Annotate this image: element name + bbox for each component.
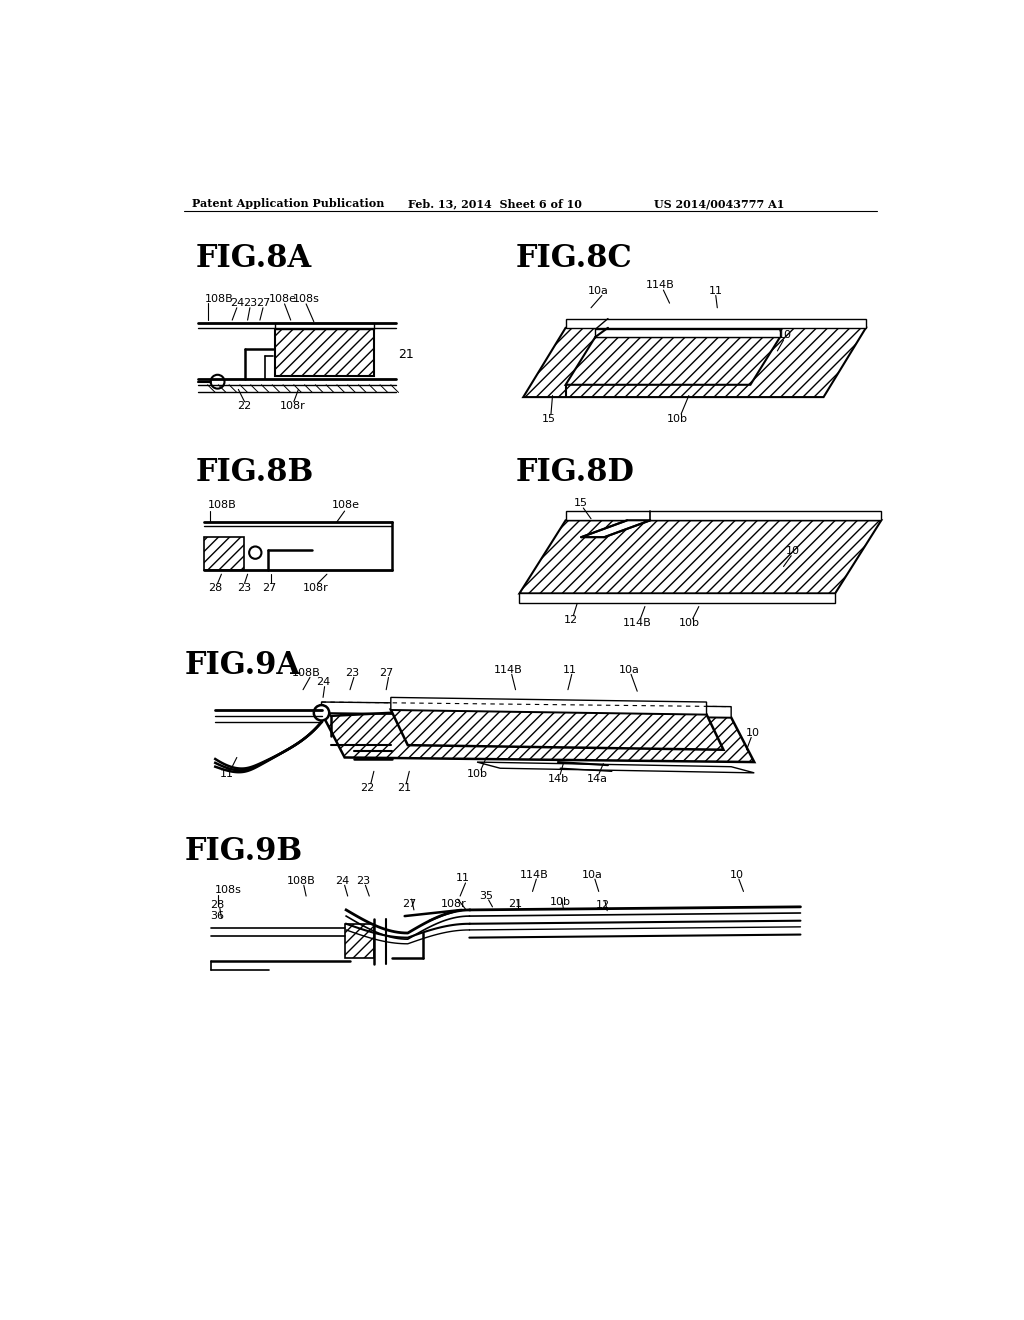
Text: 108B: 108B: [292, 668, 321, 677]
Text: 10a: 10a: [582, 870, 603, 879]
Text: 108e: 108e: [332, 500, 360, 510]
Text: 108r: 108r: [302, 583, 329, 593]
Text: 108s: 108s: [215, 884, 242, 895]
Polygon shape: [519, 520, 882, 594]
Text: 108B: 108B: [287, 875, 315, 886]
Text: 21: 21: [398, 348, 414, 362]
Text: 114B: 114B: [494, 665, 522, 675]
Text: 21: 21: [509, 899, 522, 908]
Text: 35: 35: [479, 891, 494, 902]
Text: 12: 12: [596, 900, 610, 911]
Bar: [275, 330, 374, 376]
Polygon shape: [477, 762, 755, 774]
Text: FIG.9A: FIG.9A: [184, 649, 300, 681]
Text: 23: 23: [243, 298, 257, 308]
Text: 10: 10: [730, 870, 744, 879]
Text: 28: 28: [208, 583, 222, 593]
Text: 10: 10: [745, 727, 760, 738]
Text: FIG.8B: FIG.8B: [196, 457, 314, 488]
Text: 108r: 108r: [280, 401, 305, 412]
Text: 24: 24: [335, 875, 349, 886]
Text: 14a: 14a: [587, 774, 607, 784]
Text: 27: 27: [402, 899, 417, 908]
Text: 23: 23: [238, 583, 252, 593]
Text: 11: 11: [709, 286, 723, 296]
Text: 21: 21: [397, 783, 411, 793]
Circle shape: [249, 546, 261, 558]
Text: 114B: 114B: [623, 619, 651, 628]
Polygon shape: [391, 710, 724, 750]
Polygon shape: [565, 337, 780, 385]
Text: 15: 15: [574, 499, 588, 508]
Text: US 2014/0043777 A1: US 2014/0043777 A1: [654, 198, 784, 210]
Polygon shape: [565, 511, 882, 520]
Text: 114B: 114B: [519, 870, 549, 879]
Text: 12: 12: [564, 615, 579, 626]
Text: 10b: 10b: [667, 413, 688, 424]
Polygon shape: [322, 713, 755, 762]
Text: 108s: 108s: [293, 294, 319, 305]
Circle shape: [211, 375, 224, 388]
Text: 11: 11: [220, 770, 233, 779]
Text: Patent Application Publication: Patent Application Publication: [193, 198, 385, 210]
Text: 15: 15: [542, 413, 556, 424]
Text: 22: 22: [360, 783, 375, 793]
Polygon shape: [523, 327, 866, 397]
Bar: [204, 537, 244, 570]
Bar: [345, 924, 374, 958]
Text: 24: 24: [316, 677, 330, 686]
Text: 108B: 108B: [205, 293, 234, 304]
Polygon shape: [581, 520, 650, 537]
Text: 27: 27: [379, 668, 393, 677]
Text: 22: 22: [238, 401, 252, 412]
Text: FIG.9B: FIG.9B: [184, 836, 302, 867]
Text: 114B: 114B: [646, 280, 675, 290]
Text: 23: 23: [345, 668, 359, 677]
Text: 10a: 10a: [620, 665, 640, 675]
Text: 27: 27: [262, 583, 276, 593]
Text: 10: 10: [778, 330, 792, 341]
Text: 11: 11: [457, 874, 470, 883]
Text: 11: 11: [562, 665, 577, 675]
Text: 10: 10: [785, 546, 800, 556]
Text: 108r: 108r: [441, 899, 467, 908]
Polygon shape: [519, 594, 836, 603]
Text: 10b: 10b: [467, 770, 487, 779]
Circle shape: [313, 705, 330, 721]
Text: 24: 24: [229, 298, 244, 308]
Text: FIG.8C: FIG.8C: [515, 243, 632, 275]
Polygon shape: [595, 330, 780, 337]
Text: FIG.8D: FIG.8D: [515, 457, 635, 488]
Text: 14b: 14b: [548, 774, 569, 784]
Text: 10b: 10b: [679, 619, 700, 628]
Text: 36: 36: [210, 911, 224, 921]
Text: FIG.8A: FIG.8A: [196, 243, 312, 275]
Polygon shape: [391, 697, 707, 714]
Text: 10b: 10b: [550, 898, 570, 907]
Text: Feb. 13, 2014  Sheet 6 of 10: Feb. 13, 2014 Sheet 6 of 10: [408, 198, 582, 210]
Bar: [275, 323, 374, 330]
Text: 28: 28: [210, 900, 224, 911]
Polygon shape: [565, 318, 866, 327]
Text: 108B: 108B: [208, 500, 237, 510]
Text: 27: 27: [256, 298, 270, 308]
Polygon shape: [322, 702, 731, 718]
Text: 10a: 10a: [588, 286, 609, 296]
Text: 23: 23: [356, 875, 370, 886]
Text: 108e: 108e: [269, 294, 297, 305]
